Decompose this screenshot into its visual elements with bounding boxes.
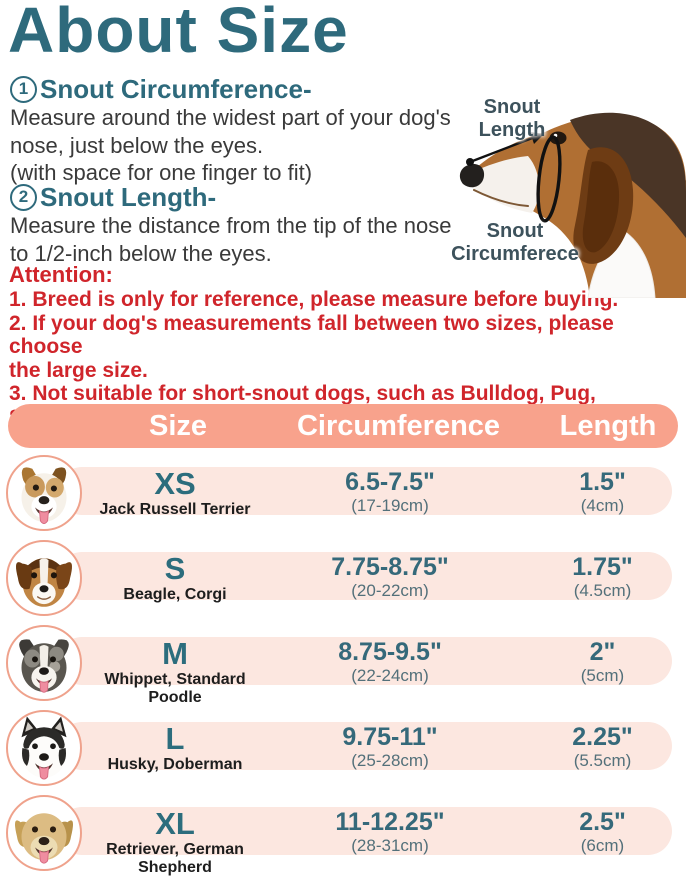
column-header-length: Length bbox=[559, 410, 657, 442]
breed-label: Jack Russell Terrier bbox=[99, 501, 251, 518]
table-row: L Husky, Doberman 9.75-11" (25-28cm) 2.2… bbox=[0, 710, 686, 795]
dog-photo-beagle bbox=[6, 540, 82, 616]
length-inches: 1.75" bbox=[572, 553, 633, 581]
size-label: XL bbox=[155, 806, 195, 841]
jack-russell-icon bbox=[21, 467, 67, 525]
section-1-line: (with space for one finger to fit) bbox=[10, 160, 313, 185]
whippet-icon bbox=[19, 639, 69, 693]
section-snout-length: 2 Snout Length- Measure the distance fro… bbox=[10, 182, 460, 267]
length-cm: (6cm) bbox=[580, 836, 625, 855]
section-1-line: nose, just below the eyes. bbox=[10, 132, 264, 158]
dog-photo-jack-russell bbox=[6, 455, 82, 531]
husky-icon bbox=[21, 716, 67, 780]
circumference-inches: 9.75-11" bbox=[342, 723, 438, 751]
section-snout-circumference: 1 Snout Circumference- Measure around th… bbox=[10, 74, 460, 187]
section-2-line: Measure the distance from the tip of the… bbox=[10, 213, 452, 238]
table-row: S Beagle, Corgi 7.75-8.75" (20-22cm) 1.7… bbox=[0, 540, 686, 625]
circumference-inches: 7.75-8.75" bbox=[331, 553, 449, 581]
attention-line: the large size. bbox=[9, 358, 148, 382]
table-row: XL Retriever, German Shepherd 11-12.25" … bbox=[0, 795, 686, 879]
circumference-cm: (28-31cm) bbox=[351, 836, 429, 855]
column-header-circumference: Circumference bbox=[296, 410, 501, 442]
size-label: L bbox=[165, 721, 185, 756]
row-background-bar bbox=[58, 807, 672, 855]
breed-label: Beagle, Corgi bbox=[123, 586, 227, 603]
size-label: S bbox=[164, 551, 186, 586]
circumference-cm: (20-22cm) bbox=[351, 581, 429, 600]
circled-number-2: 2 bbox=[10, 183, 37, 211]
circumference-cm: (17-19cm) bbox=[351, 496, 429, 515]
length-inches: 2" bbox=[589, 638, 616, 666]
dog-photo-whippet bbox=[6, 625, 82, 701]
section-1-heading: 1 Snout Circumference- bbox=[10, 74, 460, 104]
page-title: About Size bbox=[8, 0, 349, 66]
diagram-label-snout-circumference: Snout Circumferece bbox=[451, 220, 579, 265]
row-background-bar bbox=[58, 552, 672, 600]
circled-number-1: 1 bbox=[10, 75, 37, 103]
section-1-line: Measure around the widest part of your d… bbox=[10, 105, 451, 130]
dog-photo-retriever bbox=[6, 795, 82, 871]
circumference-inches: 8.75-9.5" bbox=[338, 638, 442, 666]
table-row: XS Jack Russell Terrier 6.5-7.5" (17-19c… bbox=[0, 455, 686, 540]
attention-line: 1. Breed is only for reference, please m… bbox=[9, 288, 619, 311]
length-inches: 2.25" bbox=[572, 723, 633, 751]
column-header-size: Size bbox=[148, 410, 208, 442]
breed-label: Retriever, German Shepherd bbox=[106, 841, 244, 876]
length-cm: (4.5cm) bbox=[573, 581, 632, 600]
length-cm: (5.5cm) bbox=[573, 751, 632, 770]
row-background-bar bbox=[58, 467, 672, 515]
section-2-heading: 2 Snout Length- bbox=[10, 182, 460, 212]
retriever-icon bbox=[14, 813, 74, 864]
section-1-heading-text: Snout Circumference- bbox=[40, 74, 312, 104]
section-2-heading-text: Snout Length- bbox=[40, 182, 217, 212]
measurement-diagram: Snout Length Snout Circumferece bbox=[440, 70, 686, 298]
length-cm: (5cm) bbox=[580, 666, 625, 685]
row-background-bar bbox=[58, 637, 672, 685]
attention-line: 2. If your dog's measurements fall betwe… bbox=[9, 311, 614, 359]
length-inches: 1.5" bbox=[579, 468, 626, 496]
size-label: XS bbox=[154, 466, 196, 501]
attention-heading: Attention: bbox=[9, 262, 113, 287]
circumference-cm: (22-24cm) bbox=[351, 666, 429, 685]
circumference-inches: 11-12.25" bbox=[335, 808, 445, 836]
circumference-inches: 6.5-7.5" bbox=[345, 468, 435, 496]
row-background-bar bbox=[58, 722, 672, 770]
attention-line: 3. Not suitable for short-snout dogs, su… bbox=[9, 382, 596, 406]
beagle-head-illustration bbox=[459, 112, 686, 298]
length-inches: 2.5" bbox=[579, 808, 626, 836]
circumference-cm: (25-28cm) bbox=[351, 751, 429, 770]
table-row: M Whippet, Standard Poodle 8.75-9.5" (22… bbox=[0, 625, 686, 710]
dog-photo-husky bbox=[6, 710, 82, 786]
diagram-label-snout-length: Snout Length bbox=[478, 96, 546, 141]
length-cm: (4cm) bbox=[580, 496, 625, 515]
beagle-icon bbox=[15, 558, 73, 607]
size-table-header: Size Circumference Length bbox=[8, 404, 678, 448]
section-2-line: to 1/2-inch below the eyes. bbox=[10, 240, 272, 266]
breed-label: Husky, Doberman bbox=[107, 756, 243, 773]
breed-label: Whippet, Standard Poodle bbox=[104, 671, 246, 706]
size-label: M bbox=[162, 636, 188, 671]
